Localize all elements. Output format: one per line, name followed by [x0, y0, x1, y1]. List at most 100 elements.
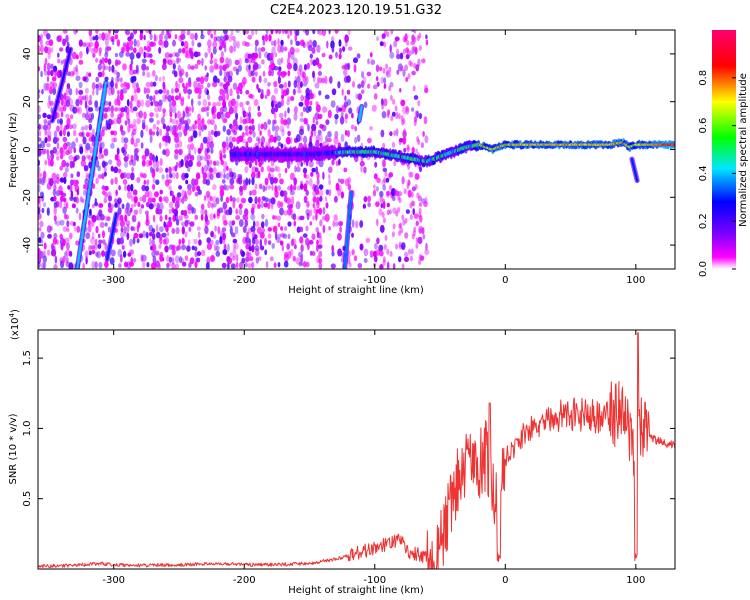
spectrogram-cell — [162, 86, 167, 94]
spectrogram-cell — [209, 173, 214, 181]
spectrogram-cell — [126, 184, 132, 192]
spectrogram-cell — [312, 215, 315, 221]
spectrogram-cell — [110, 142, 115, 149]
spectrogram-cell — [184, 172, 189, 179]
spectrogram-cell — [197, 231, 201, 239]
spectrogram-cell — [380, 98, 384, 106]
spectrogram-cell — [65, 214, 70, 220]
spectrogram-cell — [382, 67, 386, 74]
spectrogram-cell — [85, 112, 89, 121]
spectrogram-cell — [158, 244, 162, 249]
spectrogram-cell — [40, 239, 44, 244]
spectrogram-cell — [231, 255, 236, 261]
spectrogram-cell — [103, 112, 108, 119]
spectrogram-cell — [178, 215, 184, 221]
spectrogram-cell — [122, 250, 127, 258]
spectrogram-cell — [174, 153, 179, 160]
spectrogram-cell — [126, 209, 132, 217]
spectrogram-cell — [325, 189, 330, 195]
spectrogram-cell — [146, 262, 150, 268]
spectrogram-cell — [201, 166, 204, 175]
spectrogram-cell — [387, 173, 391, 180]
spectrogram-cell — [75, 179, 79, 185]
spectrogram-cell — [344, 116, 348, 124]
spectrogram-cell — [277, 101, 282, 109]
spectrogram-cell — [267, 227, 273, 232]
spectrogram-cell — [197, 82, 201, 90]
spectrogram-cell — [295, 48, 300, 53]
spectrogram-cell — [117, 99, 121, 107]
spectrogram-cell — [315, 139, 320, 149]
spectrogram-cell — [383, 244, 387, 251]
spectrogram-cell — [87, 219, 91, 226]
spectrogram-cell — [206, 94, 211, 100]
spectrogram-cell — [107, 202, 112, 209]
spectrogram-cell — [331, 88, 337, 96]
spectrogram-cell — [254, 238, 259, 246]
spectrogram-cell — [267, 128, 271, 137]
spectrogram-cell — [38, 105, 41, 113]
spectrogram-cell — [251, 76, 256, 83]
spectrogram-cell — [222, 237, 226, 245]
spectrogram-cell — [55, 176, 60, 185]
spectrogram-cell — [146, 93, 150, 100]
spectrogram-cell — [161, 63, 167, 70]
spectrogram-cell — [194, 63, 199, 70]
spectrogram-cell — [97, 174, 103, 179]
spectrogram-cell — [385, 63, 389, 70]
spectrogram-cell — [169, 173, 173, 179]
spectrogram-cell — [62, 104, 67, 112]
spectrogram-cell — [197, 100, 202, 106]
spectrogram-cell — [375, 249, 380, 256]
spectrogram-cell — [65, 162, 70, 168]
spectrogram-cell — [374, 255, 378, 263]
spectrogram-cell — [401, 214, 405, 221]
spectrogram-cell — [205, 262, 210, 269]
spectrogram-cell — [196, 154, 202, 163]
spectrogram-cell — [257, 47, 262, 54]
spectrogram-cell — [345, 113, 348, 120]
spectrogram-cell — [186, 183, 192, 190]
spectrogram-cell — [424, 135, 429, 144]
spectrogram-cell — [317, 71, 322, 76]
spectrogram-cell — [398, 223, 402, 230]
spectrogram-cell — [178, 185, 183, 190]
spectrogram-cell — [263, 77, 268, 84]
colorbar-tick-label: 0.8 — [698, 70, 709, 86]
spectrogram-cell — [244, 117, 250, 124]
spectrogram-cell — [395, 36, 399, 42]
spectrogram-cell — [53, 195, 57, 202]
spectrogram-cell — [148, 203, 154, 210]
spectrogram-cell — [126, 191, 132, 199]
spectrogram-cell — [204, 65, 207, 71]
spectrogram-cell — [138, 46, 144, 55]
spectrogram-cell — [142, 194, 147, 203]
spectrogram-cell — [137, 201, 141, 208]
spectrogram-cell — [187, 219, 190, 225]
spectrogram-cell — [200, 142, 204, 151]
spectrogram-cell — [264, 94, 268, 100]
spectrogram-cell — [229, 88, 233, 97]
spectrogram-cell — [166, 30, 170, 35]
spectrogram-cell — [130, 195, 135, 202]
spectrogram-cell — [248, 64, 251, 71]
spectrogram-cell — [60, 123, 63, 132]
spectrogram-cell — [260, 123, 264, 130]
spectrogram-cell — [248, 238, 252, 247]
spectrogram-cell — [119, 92, 124, 101]
spectrogram-cell — [257, 170, 261, 179]
spectrogram-cell — [382, 159, 386, 168]
spectrogram-cell — [273, 80, 278, 88]
spectrogram-cell — [46, 122, 52, 131]
spectrogram-cell — [303, 172, 307, 179]
spectrogram-cell — [286, 160, 291, 169]
spectrogram-cell — [104, 76, 109, 82]
spectrogram-cell — [307, 123, 310, 132]
spectrogram-cell — [312, 70, 315, 79]
colorbar-tick-label: 0.6 — [698, 118, 709, 134]
spectrogram-cell — [71, 70, 75, 76]
spectrogram-cell — [69, 232, 73, 240]
spectrogram-cell — [334, 130, 339, 139]
spectrogram-cell — [235, 100, 239, 108]
spectrogram-cell — [159, 142, 162, 150]
